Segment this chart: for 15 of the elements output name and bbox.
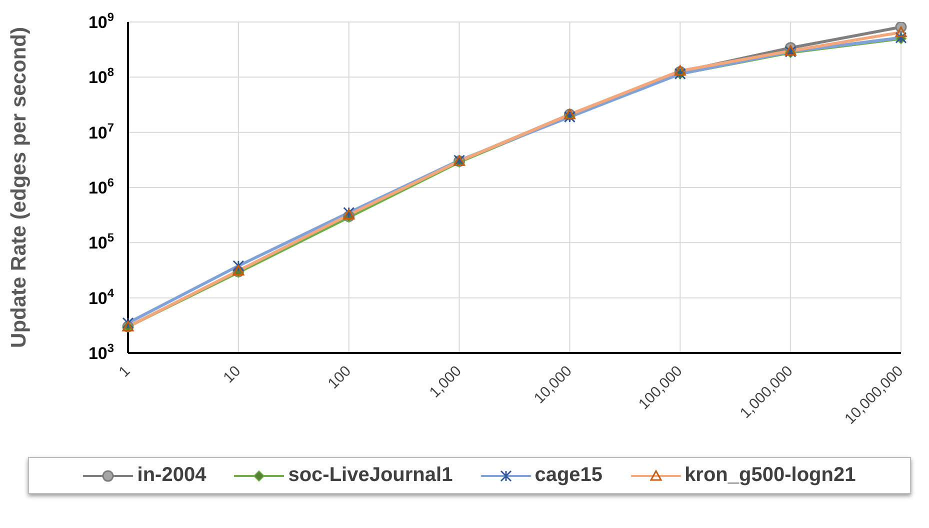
x-tick-label: 10 [220,362,244,386]
legend-label: cage15 [534,464,603,487]
y-tick-label: 10$^{4}$ [88,286,114,308]
legend-label: kron_g500-logn21 [684,464,856,487]
x-tick-label: 1 [116,362,134,381]
legend-label: in-2004 [137,464,206,487]
x-tick-label: 100 [324,362,354,392]
y-tick-label: 10$^{3}$ [88,341,114,363]
y-tick-label: 10$^{9}$ [88,10,114,32]
legend-label: soc-LiveJournal1 [288,464,453,487]
y-tick-label: 10$^{7}$ [88,120,114,142]
y-tick-label: 10$^{8}$ [88,65,114,88]
y-tick-label: 10$^{5}$ [88,230,114,253]
y-tick-label: 10$^{6}$ [88,176,114,198]
y-axis-title: Update Rate (edges per second) [7,27,30,348]
